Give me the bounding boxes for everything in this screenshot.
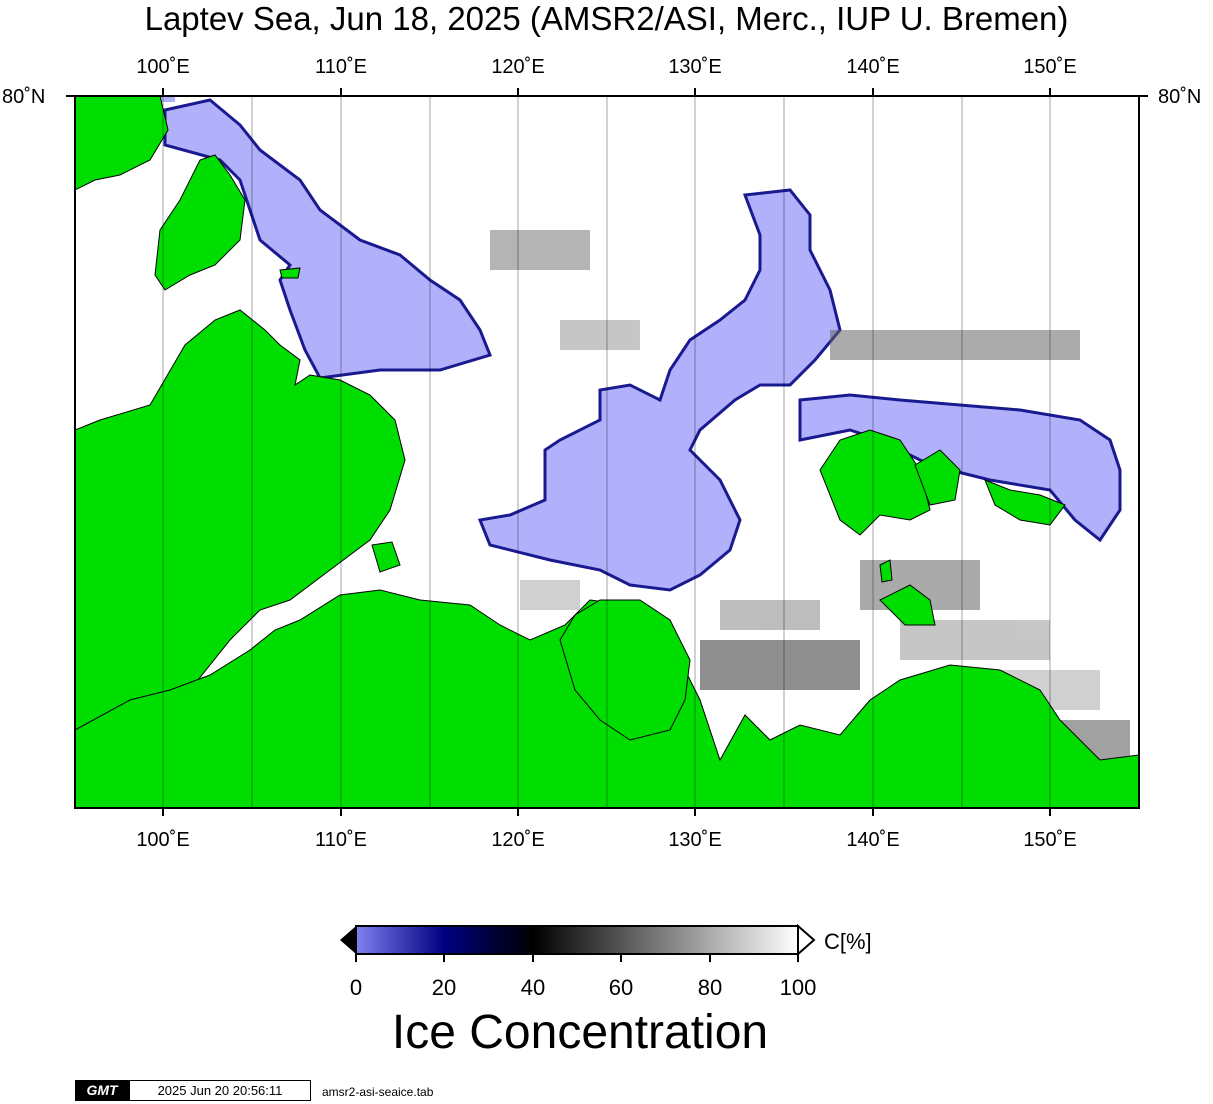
timestamp-stamp: 2025 Jun 20 20:56:11 (129, 1080, 311, 1101)
colorbar-tick-label: 0 (349, 975, 363, 1000)
open-water-central (477, 188, 842, 592)
top-tick-label: 140˚E (846, 56, 900, 78)
colorbar-tick-label: 60 (608, 975, 634, 1000)
colorbar-tick-label: 40 (520, 975, 546, 1000)
top-tick-label: 110˚E (315, 56, 367, 78)
colorbar-tick-label: 100 (779, 975, 817, 1000)
colorbar-tick-label: 80 (697, 975, 723, 1000)
bottom-tick-label: 130˚E (668, 829, 722, 851)
land-islet-north (279, 267, 301, 279)
colorbar-low-triangle (340, 926, 356, 954)
right-latitude-label: 80˚N (1158, 86, 1202, 108)
top-tick-label: 150˚E (1023, 56, 1077, 78)
top-tick-label: 100˚E (136, 56, 190, 78)
land-new-siberia-island (984, 479, 1066, 526)
land-severnaya-zemlya (75, 96, 169, 191)
colorbar-high-triangle (797, 923, 816, 957)
map-layers (75, 96, 1139, 808)
top-tick-label: 120˚E (491, 56, 545, 78)
bottom-tick-label: 140˚E (846, 829, 900, 851)
gmt-logo: GMT (75, 1080, 129, 1101)
colorbar-ticks (355, 954, 799, 962)
colorbar-tick-label: 20 (431, 975, 457, 1000)
bottom-tick-label: 110˚E (315, 829, 367, 851)
land-belkovsky-island (879, 584, 936, 626)
map-frame (74, 95, 1140, 809)
land-bolshevik-island (154, 154, 246, 291)
map-title: Laptev Sea, Jun 18, 2025 (AMSR2/ASI, Mer… (144, 0, 1069, 37)
bottom-tick-label: 100˚E (136, 829, 190, 851)
open-water-north (163, 98, 493, 380)
bottom-tick-label: 150˚E (1023, 829, 1077, 851)
graticule (162, 96, 1051, 808)
land-small-island (371, 541, 401, 573)
colorbar-title: Ice Concentration (391, 1006, 769, 1059)
top-tick-label: 130˚E (668, 56, 722, 78)
tick-marks (162, 88, 1051, 816)
land-kotelny-island (819, 429, 931, 536)
land-faddeyevsky-island (914, 449, 961, 506)
colorbar-unit: C[%] (824, 929, 872, 954)
source-file-label: amsr2-asi-seaice.tab (322, 1085, 434, 1099)
land-islet-east (879, 559, 893, 583)
colorbar (355, 925, 799, 955)
left-latitude-label: 80˚N (2, 86, 46, 108)
land-lena-delta (559, 599, 691, 741)
bottom-tick-label: 120˚E (491, 829, 545, 851)
